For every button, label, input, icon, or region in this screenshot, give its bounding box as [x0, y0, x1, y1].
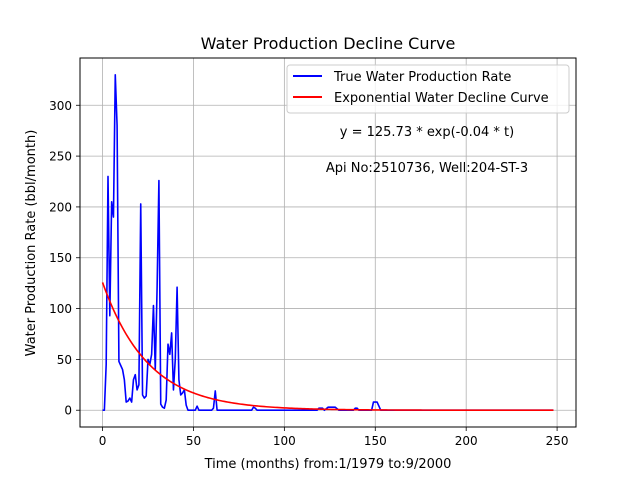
data-lines	[101, 73, 554, 412]
x-tick-label: 0	[99, 434, 107, 448]
x-axis-label: Time (months) from:1/1979 to:9/2000	[204, 457, 452, 472]
legend-label-true-rate: True Water Production Rate	[333, 70, 511, 85]
x-tick-label: 100	[273, 434, 296, 448]
grid-lines	[80, 58, 576, 427]
well-annotation: Api No:2510736, Well:204-ST-3	[326, 161, 528, 176]
chart-title: Water Production Decline Curve	[201, 34, 456, 53]
y-tick-label: 150	[49, 251, 72, 265]
y-tick-label: 0	[64, 404, 72, 418]
x-tick-label: 250	[546, 434, 569, 448]
y-tick-label: 100	[49, 302, 72, 316]
axis-ticks: 0 50 100 150 200 250 0 50 100 150 200 250 300	[49, 99, 568, 448]
x-tick-label: 50	[186, 434, 201, 448]
y-tick-label: 50	[57, 353, 72, 367]
y-tick-label: 300	[49, 99, 72, 113]
y-axis-label: Water Production Rate (bbl/month)	[24, 130, 39, 357]
legend-box	[286, 64, 570, 114]
legend: True Water Production Rate Exponential W…	[286, 64, 570, 114]
plot-area-frame	[79, 57, 577, 428]
legend-label-decline-curve: Exponential Water Decline Curve	[334, 91, 549, 106]
series-exponential-decline-curve	[101, 282, 554, 412]
y-tick-label: 250	[49, 150, 72, 164]
x-tick-label: 200	[455, 434, 478, 448]
equation-annotation: y = 125.73 * exp(-0.04 * t)	[340, 125, 514, 140]
x-tick-label: 150	[364, 434, 387, 448]
y-tick-label: 200	[49, 200, 72, 214]
